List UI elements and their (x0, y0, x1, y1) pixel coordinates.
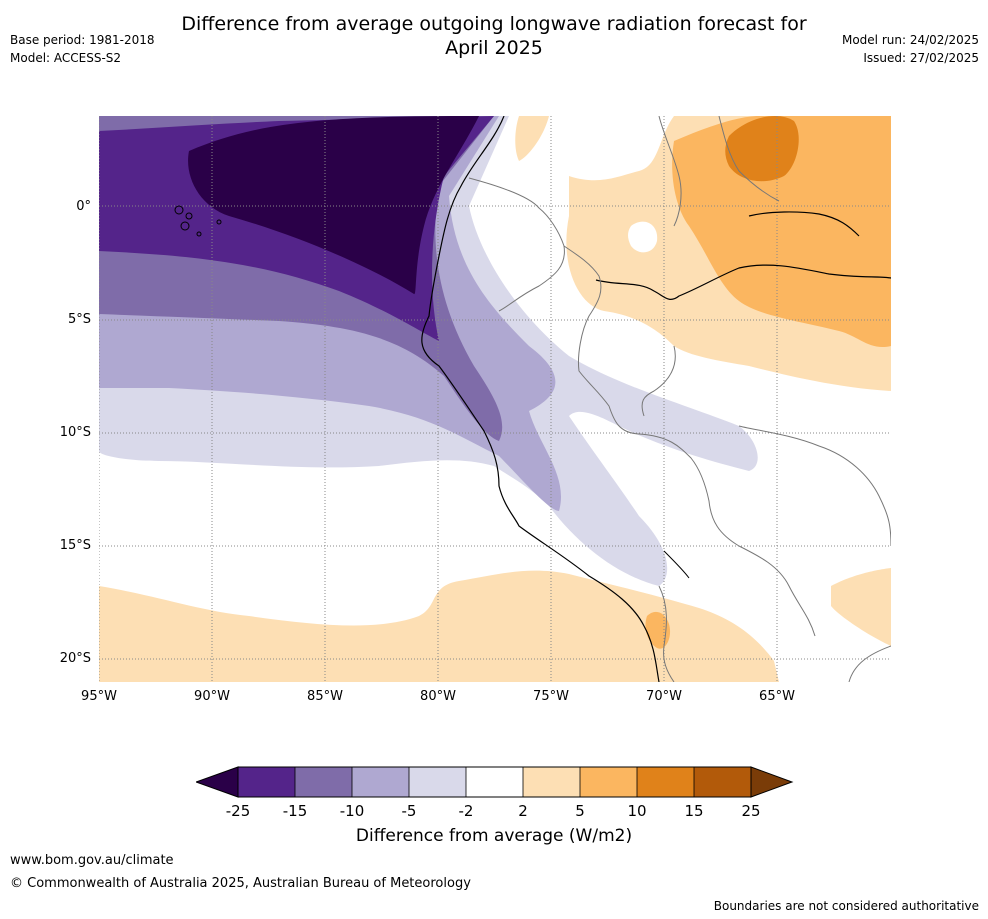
upper-amazon-river (748, 211, 860, 237)
colorbar-label: Difference from average (W/m2) (355, 826, 633, 846)
colorbar-tick-m10: -10 (339, 802, 365, 820)
positive-band-east-p5-10 (672, 116, 891, 348)
galapagos-islands (174, 205, 222, 237)
country-boundaries (468, 116, 891, 682)
colorbar-swatch-m5-m2 (409, 767, 466, 797)
colorbar-swatch-m10-m5 (352, 767, 409, 797)
model-run-date: Model run: 24/02/2025 (841, 33, 979, 47)
colorbar-extend-high (750, 766, 794, 798)
positive-core-p10-15 (725, 116, 799, 182)
lat-label-20s: 20°S (59, 651, 91, 666)
colorbar-tick-15: 15 (684, 802, 704, 820)
lake-titicaca (663, 550, 690, 579)
gridlines (99, 116, 891, 682)
colorbar-swatch-m2-2 (466, 767, 523, 797)
lon-label-85w: 85°W (307, 689, 343, 704)
chart-title: Difference from average outgoing longwav… (0, 12, 988, 60)
colorbar-tick-m2: -2 (458, 802, 474, 820)
lat-label-10s: 10°S (59, 425, 91, 440)
olr-anomaly-map (99, 116, 891, 682)
lon-label-90w: 90°W (194, 689, 230, 704)
colorbar-tick-2: 2 (518, 802, 528, 820)
base-period: Base period: 1981-2018 (10, 33, 155, 47)
colorbar-tick-25: 25 (741, 802, 761, 820)
negative-core-lt-m25 (188, 116, 479, 295)
positive-band-south (99, 570, 779, 682)
lat-label-15s: 15°S (59, 538, 91, 553)
colorbar-tick-10: 10 (627, 802, 647, 820)
positive-patch-north (515, 116, 549, 161)
near-normal-hole (628, 221, 658, 253)
colorbar-swatch-5-10 (580, 767, 637, 797)
lat-label-0: 0° (76, 199, 91, 214)
title-line-2: April 2025 (445, 37, 543, 59)
colorbar-tick-m15: -15 (282, 802, 308, 820)
colorbar-swatch-m25-m15 (238, 767, 295, 797)
lat-label-5s: 5°S (67, 312, 91, 327)
footer-disclaimer: Boundaries are not considered authoritat… (713, 899, 979, 913)
lon-label-75w: 75°W (533, 689, 569, 704)
lon-label-65w: 65°W (759, 689, 795, 704)
lon-label-70w: 70°W (646, 689, 682, 704)
footer-url[interactable]: www.bom.gov.au/climate (10, 853, 174, 868)
issued-date: Issued: 27/02/2025 (863, 51, 979, 65)
colorbar-tick-m5: -5 (401, 802, 417, 820)
model-name: Model: ACCESS-S2 (10, 51, 122, 65)
colorbar-tick-m25: -25 (225, 802, 251, 820)
colorbar-extend-low (196, 766, 239, 798)
colorbar-swatch-15-25 (694, 767, 751, 797)
title-line-1: Difference from average outgoing longwav… (181, 13, 807, 35)
colorbar-tick-5: 5 (575, 802, 585, 820)
colorbar-swatch-2-5 (523, 767, 580, 797)
positive-band-south-east (831, 568, 891, 646)
footer-copyright: © Commonwealth of Australia 2025, Austra… (10, 876, 471, 891)
colorbar-swatch-m15-m10 (295, 767, 352, 797)
colorbar (196, 766, 794, 798)
lon-label-80w: 80°W (420, 689, 456, 704)
amazon-river (595, 264, 891, 300)
coastline-south-america (421, 116, 660, 682)
lon-label-95w: 95°W (81, 689, 117, 704)
colorbar-swatch-10-15 (637, 767, 694, 797)
positive-patch-coast (645, 611, 671, 649)
